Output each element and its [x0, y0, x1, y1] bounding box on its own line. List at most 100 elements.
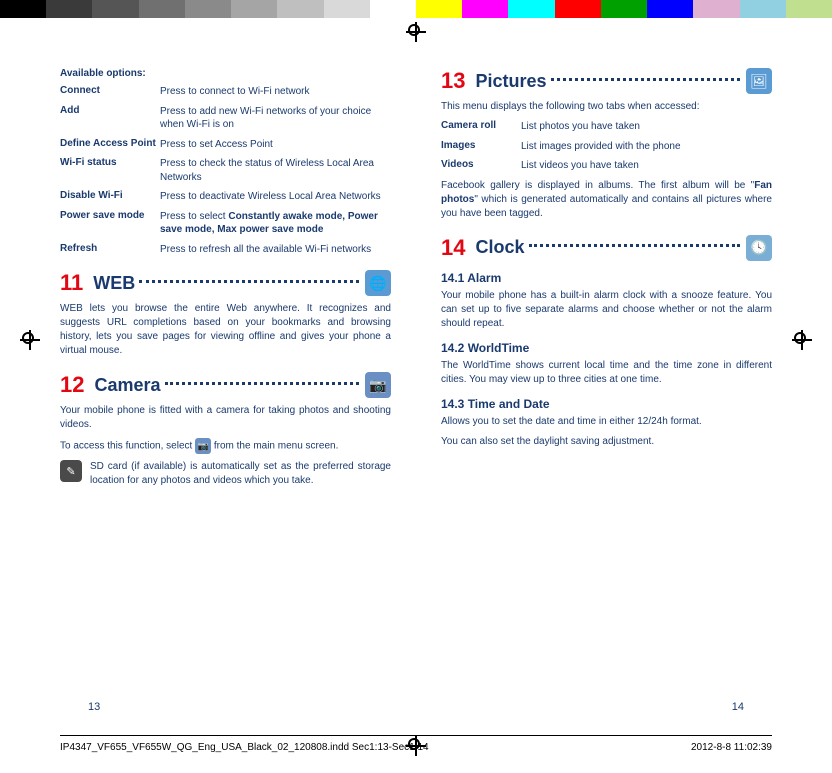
print-color-bar: [0, 0, 832, 18]
facebook-gallery-text: Facebook gallery is displayed in albums.…: [441, 179, 772, 221]
option-row: Define Access PointPress to set Access P…: [60, 138, 391, 152]
available-options-title: Available options:: [60, 68, 391, 79]
option-desc: Press to check the status of Wireless Lo…: [160, 157, 391, 184]
tab-desc: List images provided with the phone: [521, 140, 681, 154]
right-column: 13 Pictures 🖼 This menu displays the fol…: [441, 68, 772, 488]
sub-14-2-title: 14.2 WorldTime: [441, 341, 772, 355]
color-swatch: [46, 0, 92, 18]
option-desc: Press to connect to Wi-Fi network: [160, 85, 310, 99]
section-12-head: 12 Camera 📷: [60, 372, 391, 398]
section-13-intro: This menu displays the following two tab…: [441, 100, 772, 114]
option-row: Wi-Fi statusPress to check the status of…: [60, 157, 391, 184]
text: To access this function, select: [60, 441, 195, 452]
option-desc: Press to select Constantly awake mode, P…: [160, 210, 391, 237]
color-swatch: [740, 0, 786, 18]
option-label: Define Access Point: [60, 138, 160, 149]
option-row: Disable Wi-FiPress to deactivate Wireles…: [60, 190, 391, 204]
option-desc: Press to deactivate Wireless Local Area …: [160, 190, 381, 204]
color-swatch: [462, 0, 508, 18]
section-12-access: To access this function, select 📷 from t…: [60, 438, 391, 454]
color-swatch: [555, 0, 601, 18]
color-swatch: [416, 0, 462, 18]
section-num: 12: [60, 372, 84, 398]
option-label: Wi-Fi status: [60, 157, 160, 168]
section-num: 11: [60, 270, 83, 296]
section-title: Camera: [94, 375, 160, 396]
section-12-body: Your mobile phone is fitted with a camer…: [60, 404, 391, 432]
sub-14-3-body2: You can also set the daylight saving adj…: [441, 435, 772, 449]
note-icon: ✎: [60, 460, 82, 482]
registration-mark-right: [792, 330, 812, 350]
color-swatch: [0, 0, 46, 18]
color-swatch: [185, 0, 231, 18]
color-swatch: [92, 0, 138, 18]
print-footer: IP4347_VF655_VF655W_QG_Eng_USA_Black_02_…: [60, 735, 772, 753]
sub-14-1-title: 14.1 Alarm: [441, 271, 772, 285]
section-num: 13: [441, 68, 465, 94]
tab-label: Images: [441, 140, 521, 151]
text: Facebook gallery is displayed in albums.…: [441, 180, 754, 191]
camera-icon: 📷: [365, 372, 391, 398]
pictures-tab-row: VideosList videos you have taken: [441, 159, 772, 173]
sd-card-note: ✎ SD card (if available) is automaticall…: [60, 460, 391, 488]
section-title: Clock: [475, 237, 524, 258]
option-row: AddPress to add new Wi-Fi networks of yo…: [60, 105, 391, 132]
page-number-left: 13: [88, 701, 100, 713]
sub-14-3-title: 14.3 Time and Date: [441, 397, 772, 411]
left-column: Available options: ConnectPress to conne…: [60, 68, 391, 488]
camera-inline-icon: 📷: [195, 438, 211, 454]
registration-mark-left: [20, 330, 40, 350]
tab-desc: List videos you have taken: [521, 159, 639, 173]
footer-file: IP4347_VF655_VF655W_QG_Eng_USA_Black_02_…: [60, 742, 429, 753]
section-14-head: 14 Clock 🕓: [441, 235, 772, 261]
color-swatch: [601, 0, 647, 18]
option-desc: Press to add new Wi-Fi networks of your …: [160, 105, 391, 132]
text: from the main menu screen.: [211, 441, 338, 452]
registration-mark-top: [406, 22, 426, 42]
option-label: Connect: [60, 85, 160, 96]
page-container: Available options: ConnectPress to conne…: [0, 18, 832, 488]
sub-14-3-body1: Allows you to set the date and time in e…: [441, 415, 772, 429]
color-swatch: [139, 0, 185, 18]
footer-date: 2012-8-8 11:02:39: [691, 742, 772, 753]
section-num: 14: [441, 235, 465, 261]
color-swatch: [786, 0, 832, 18]
leader-dots: [139, 280, 359, 283]
text: " which is generated automatically and c…: [441, 194, 772, 219]
leader-dots: [551, 78, 740, 81]
clock-icon: 🕓: [746, 235, 772, 261]
page-number-right: 14: [732, 701, 744, 713]
note-text: SD card (if available) is automatically …: [90, 460, 391, 488]
pictures-tabs-list: Camera rollList photos you have takenIma…: [441, 120, 772, 173]
color-swatch: [693, 0, 739, 18]
option-label: Disable Wi-Fi: [60, 190, 160, 201]
option-row: Power save modePress to select Constantl…: [60, 210, 391, 237]
section-title: Pictures: [475, 71, 546, 92]
section-11-body: WEB lets you browse the entire Web anywh…: [60, 302, 391, 358]
option-desc: Press to set Access Point: [160, 138, 273, 152]
option-label: Power save mode: [60, 210, 160, 221]
color-swatch: [508, 0, 554, 18]
pictures-icon: 🖼: [746, 68, 772, 94]
tab-label: Camera roll: [441, 120, 521, 131]
section-11-head: 11 WEB 🌐: [60, 270, 391, 296]
option-row: RefreshPress to refresh all the availabl…: [60, 243, 391, 257]
option-label: Refresh: [60, 243, 160, 254]
sub-14-2-body: The WorldTime shows current local time a…: [441, 359, 772, 387]
sub-14-1-body: Your mobile phone has a built-in alarm c…: [441, 289, 772, 331]
section-title: WEB: [93, 273, 135, 294]
color-swatch: [231, 0, 277, 18]
web-icon: 🌐: [365, 270, 391, 296]
pictures-tab-row: ImagesList images provided with the phon…: [441, 140, 772, 154]
option-row: ConnectPress to connect to Wi-Fi network: [60, 85, 391, 99]
option-desc: Press to refresh all the available Wi-Fi…: [160, 243, 371, 257]
color-swatch: [277, 0, 323, 18]
color-swatch: [324, 0, 370, 18]
section-13-head: 13 Pictures 🖼: [441, 68, 772, 94]
pictures-tab-row: Camera rollList photos you have taken: [441, 120, 772, 134]
color-swatch: [647, 0, 693, 18]
tab-label: Videos: [441, 159, 521, 170]
tab-desc: List photos you have taken: [521, 120, 640, 134]
option-label: Add: [60, 105, 160, 116]
options-list: ConnectPress to connect to Wi-Fi network…: [60, 85, 391, 256]
